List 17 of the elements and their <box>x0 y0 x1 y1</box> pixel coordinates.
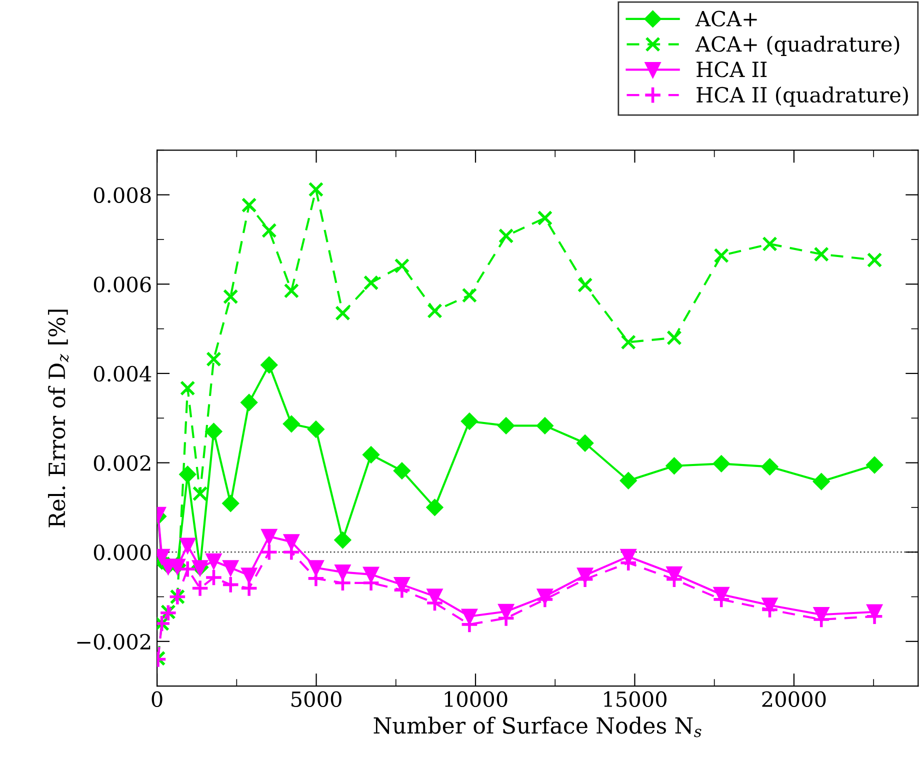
x-tick-label: 0 <box>152 691 162 708</box>
y-tick-label: 0.002 <box>94 455 150 471</box>
x-tick-label: 15000 <box>604 691 666 708</box>
legend-label: HCA II <box>696 62 767 78</box>
x-tick-label: 5000 <box>292 691 342 708</box>
legend-label: ACA+ <box>695 10 757 27</box>
y-tick-label: 0.000 <box>94 544 151 560</box>
x-tick-label: 10000 <box>444 691 508 708</box>
y-tick-label: −0.002 <box>77 634 150 650</box>
legend-label: ACA+ (quadrature) <box>695 36 900 56</box>
legend-label: HCA II (quadrature) <box>696 86 908 107</box>
y-tick-label: 0.008 <box>94 187 151 204</box>
y-axis-title: Rel. Error of D$_{z}$ [%] <box>48 310 69 528</box>
y-tick-label: 0.006 <box>94 276 151 292</box>
x-tick-label: 20000 <box>762 691 826 708</box>
x-axis-title: Number of Surface Nodes N$_{s}$ <box>374 716 702 738</box>
y-tick-label: 0.004 <box>94 366 152 382</box>
